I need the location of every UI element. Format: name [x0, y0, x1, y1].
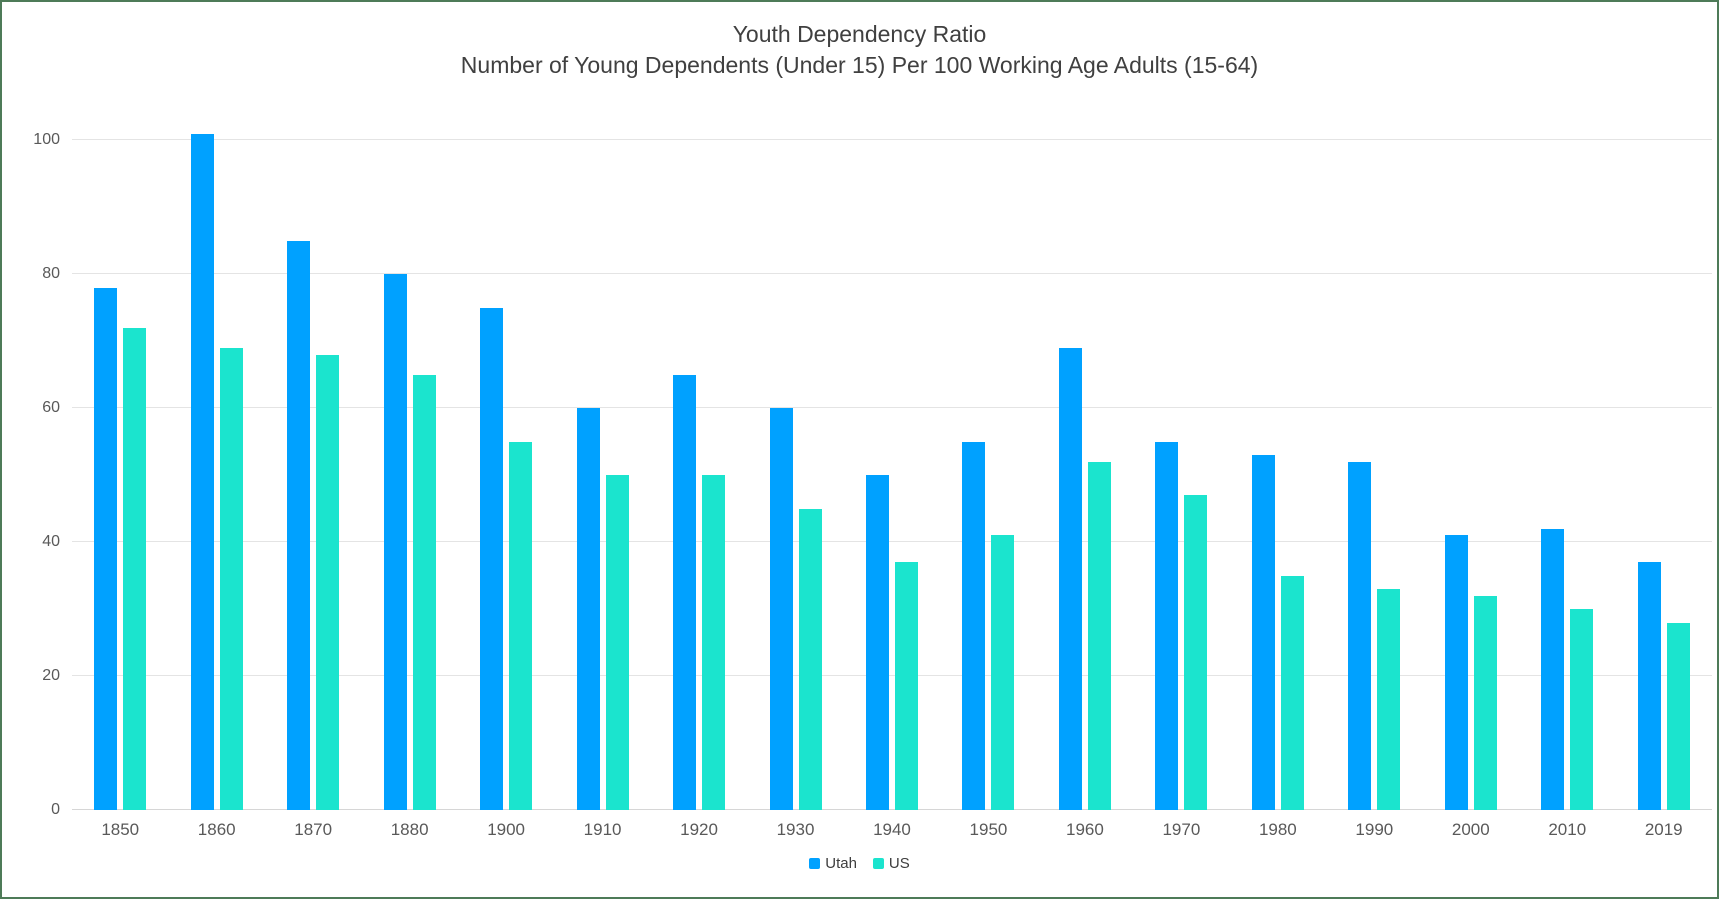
x-tick-label-1860: 1860 — [197, 820, 236, 839]
bar-utah-1940 — [865, 475, 889, 810]
bar-group-1980 — [1230, 127, 1326, 810]
bar-us-1930 — [798, 508, 822, 810]
y-tick-label-80: 80 — [42, 265, 60, 283]
bar-us-1910 — [605, 475, 629, 810]
x-tick-label-1990: 1990 — [1355, 820, 1394, 839]
bar-us-1980 — [1280, 575, 1304, 810]
bar-us-1860 — [219, 347, 243, 810]
bar-group-2019 — [1616, 127, 1712, 810]
gridline-0 — [72, 809, 1712, 810]
legend-item-utah: Utah — [809, 855, 857, 872]
bar-group-1900 — [458, 127, 554, 810]
bar-utah-2019 — [1637, 562, 1661, 810]
bar-group-1960 — [1037, 127, 1133, 810]
bar-group-1880 — [361, 127, 457, 810]
x-tick-label-1970: 1970 — [1162, 820, 1201, 839]
x-tick-label-2000: 2000 — [1451, 820, 1490, 839]
bar-us-1850 — [123, 327, 147, 810]
gridline-60 — [72, 407, 1712, 409]
legend-swatch-utah — [809, 858, 821, 869]
bar-utah-1970 — [1155, 441, 1179, 810]
chart-subtitle: Number of Young Dependents (Under 15) Pe… — [460, 52, 1259, 78]
bar-group-1870 — [265, 127, 361, 810]
bar-utah-2000 — [1444, 535, 1468, 810]
bar-utah-2010 — [1541, 528, 1565, 810]
bar-us-1920 — [702, 475, 726, 810]
bar-us-1960 — [1087, 461, 1111, 810]
x-tick-label-1940: 1940 — [873, 820, 911, 839]
chart-title-block: Youth Dependency Ratio Number of Young D… — [2, 19, 1717, 81]
bar-group-1860 — [168, 127, 264, 810]
bar-utah-1930 — [769, 408, 793, 810]
gridline-20 — [72, 675, 1712, 677]
plot-area: 0 20 40 60 80 100 — [33, 127, 1712, 818]
bar-group-1940 — [844, 127, 940, 810]
x-tick-label-1850: 1850 — [101, 820, 140, 839]
bar-utah-1980 — [1251, 455, 1275, 810]
x-tick-label-1980: 1980 — [1258, 820, 1297, 839]
bar-group-2010 — [1519, 127, 1615, 810]
y-tick-label-60: 60 — [42, 399, 60, 417]
gridline-40 — [72, 541, 1712, 543]
bar-us-2010 — [1570, 609, 1594, 810]
bar-us-1950 — [991, 535, 1015, 810]
bar-group-1970 — [1133, 127, 1229, 810]
bar-utah-1880 — [383, 274, 407, 810]
bar-us-1990 — [1377, 589, 1401, 810]
gridline-100 — [72, 139, 1712, 141]
bar-us-1970 — [1184, 495, 1208, 810]
bar-us-1880 — [412, 374, 436, 810]
bar-utah-1860 — [190, 133, 214, 810]
bar-us-1870 — [316, 354, 340, 810]
gridline-80 — [72, 273, 1712, 275]
y-tick-label-100: 100 — [33, 131, 60, 149]
bar-group-2000 — [1423, 127, 1519, 810]
x-tick-label-1870: 1870 — [294, 820, 333, 839]
bar-us-1940 — [894, 562, 918, 810]
bar-utah-1910 — [576, 408, 600, 810]
bar-us-2019 — [1666, 622, 1690, 810]
chart-title: Youth Dependency Ratio — [732, 21, 987, 47]
legend-item-us: US — [872, 855, 910, 872]
legend-label-us: US — [888, 855, 910, 872]
y-tick-label-40: 40 — [42, 533, 60, 551]
bar-utah-1920 — [673, 374, 697, 810]
x-axis-labels: 1850 1860 1870 1880 1900 1910 1920 1930 1940 1950… — [72, 820, 1712, 840]
legend-swatch-us — [872, 858, 884, 869]
bar-utah-1900 — [480, 307, 504, 810]
bar-group-1930 — [747, 127, 843, 810]
x-tick-label-1910: 1910 — [583, 820, 622, 839]
x-tick-label-1950: 1950 — [969, 820, 1008, 839]
x-tick-label-1900: 1900 — [487, 820, 526, 839]
y-tick-label-20: 20 — [42, 667, 60, 685]
x-tick-label-1930: 1930 — [776, 820, 815, 839]
bar-us-1900 — [509, 441, 533, 810]
x-tick-label-1880: 1880 — [390, 820, 429, 839]
bar-utah-1990 — [1348, 461, 1372, 810]
bar-utah-1850 — [94, 287, 118, 810]
bar-group-1920 — [651, 127, 747, 810]
y-tick-label-0: 0 — [51, 801, 60, 818]
x-tick-label-2010: 2010 — [1548, 820, 1587, 839]
bar-us-2000 — [1473, 595, 1497, 810]
bar-group-1850 — [72, 127, 168, 810]
bar-group-1990 — [1326, 127, 1422, 810]
bar-utah-1950 — [962, 441, 986, 810]
bar-groups — [72, 127, 1712, 810]
bar-utah-1870 — [287, 240, 311, 810]
legend: Utah US — [2, 855, 1717, 872]
x-tick-label-1920: 1920 — [680, 820, 718, 839]
x-tick-label-1960: 1960 — [1066, 820, 1104, 839]
x-tick-label-2019: 2019 — [1644, 820, 1683, 839]
legend-label-utah: Utah — [825, 855, 857, 872]
bar-group-1950 — [940, 127, 1036, 810]
bar-group-1910 — [554, 127, 650, 810]
bar-utah-1960 — [1058, 347, 1082, 810]
